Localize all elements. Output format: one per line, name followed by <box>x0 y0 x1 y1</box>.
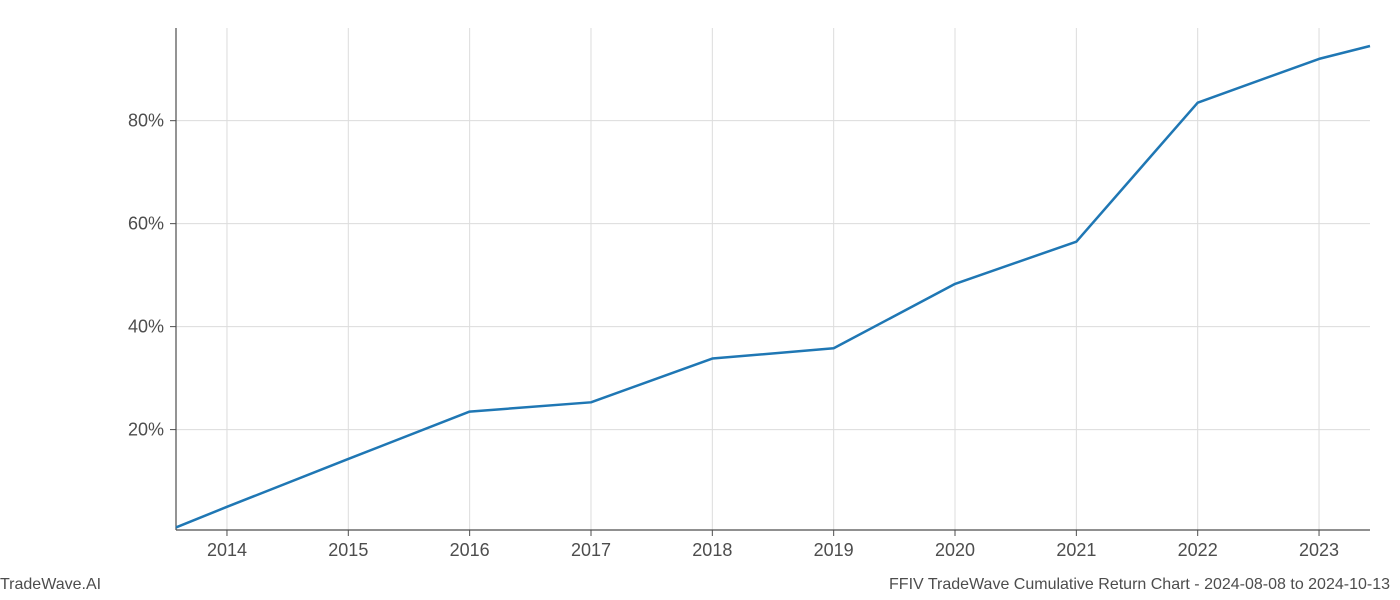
x-tick-label: 2022 <box>1178 540 1218 560</box>
line-chart: 2014 2015 2016 2017 2018 2019 2020 2021 2022 2023… <box>0 0 1400 600</box>
x-tick-label: 2014 <box>207 540 247 560</box>
x-tick-label: 2015 <box>328 540 368 560</box>
y-tick-label: 60% <box>128 214 164 234</box>
x-tick-label: 2023 <box>1299 540 1339 560</box>
x-tick-label: 2020 <box>935 540 975 560</box>
footer-right-label: FFIV TradeWave Cumulative Return Chart -… <box>889 576 1390 594</box>
x-tick-label: 2016 <box>450 540 490 560</box>
x-tick-label: 2021 <box>1056 540 1096 560</box>
x-tick-label: 2018 <box>692 540 732 560</box>
y-tick-label: 80% <box>128 111 164 131</box>
y-tick-label: 40% <box>128 317 164 337</box>
x-tick-label: 2017 <box>571 540 611 560</box>
y-tick-label: 20% <box>128 420 164 440</box>
footer-left-label: TradeWave.AI <box>0 576 101 594</box>
x-tick-label: 2019 <box>814 540 854 560</box>
chart-container: 2014 2015 2016 2017 2018 2019 2020 2021 2022 2023… <box>0 0 1400 600</box>
